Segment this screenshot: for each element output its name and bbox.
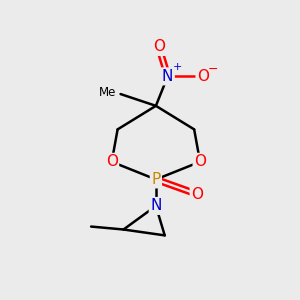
Text: O: O	[106, 154, 118, 169]
Text: O: O	[153, 39, 165, 54]
Text: N: N	[150, 198, 162, 213]
Text: −: −	[208, 62, 218, 76]
Text: N: N	[162, 69, 173, 84]
Text: Me: Me	[99, 86, 116, 99]
Text: O: O	[197, 69, 209, 84]
Text: O: O	[194, 154, 206, 169]
Text: O: O	[191, 187, 203, 202]
Text: P: P	[151, 172, 160, 187]
Text: +: +	[172, 62, 182, 72]
